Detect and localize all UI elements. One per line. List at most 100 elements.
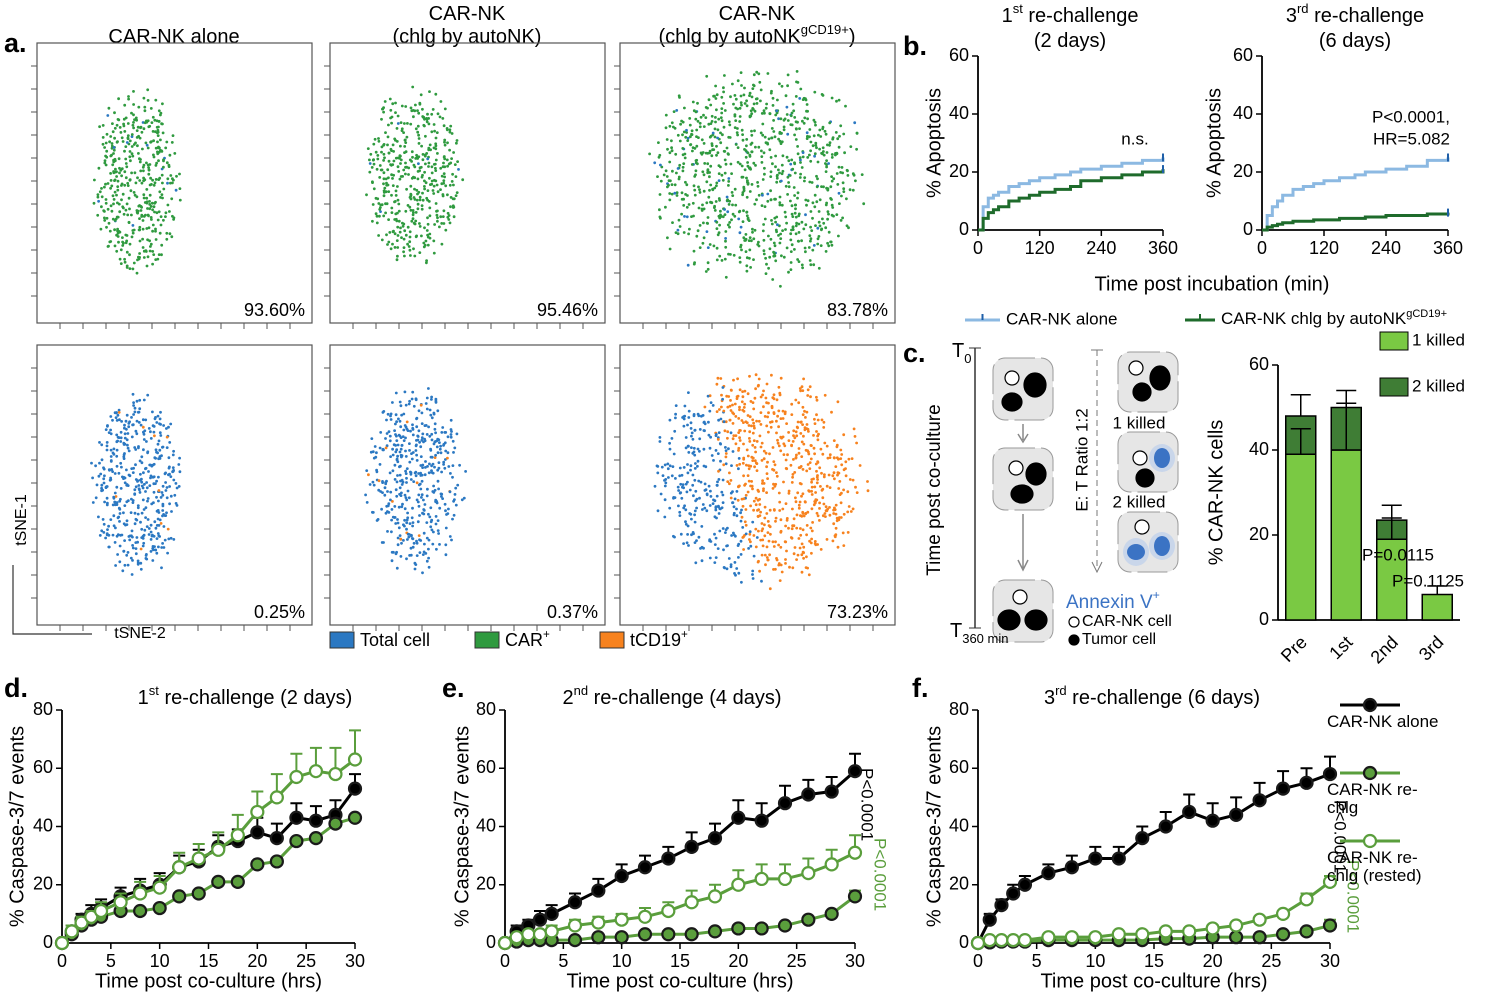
tsne-dot	[801, 166, 804, 169]
tsne-dot	[403, 255, 406, 258]
tsne-dot	[733, 254, 736, 257]
tsne-dot	[736, 514, 739, 517]
marker	[995, 934, 1007, 946]
step-label: 2 killed	[1113, 492, 1166, 511]
tsne-dot	[376, 168, 379, 171]
tsne-dot	[139, 126, 142, 129]
tsne-dot	[839, 449, 842, 452]
tsne-dot	[159, 232, 162, 235]
tsne-dot	[127, 564, 130, 567]
tsne-dot	[109, 518, 112, 521]
tsne-dot	[764, 506, 767, 509]
tsne-dot	[789, 163, 792, 166]
tsne-dot	[798, 260, 801, 263]
tsne-dot	[813, 244, 816, 247]
tsne-dot	[408, 442, 411, 445]
tsne-dot	[388, 160, 391, 163]
tsne-dot	[118, 472, 121, 475]
tsne-dot	[162, 166, 165, 169]
annotation: P=0.0115	[1362, 545, 1434, 564]
tsne-dot	[715, 108, 718, 111]
tsne-dot	[164, 514, 167, 517]
tsne-dot	[112, 152, 115, 155]
tsne-dot	[704, 465, 707, 468]
tsne-dot	[172, 470, 175, 473]
tsne-dot	[425, 424, 428, 427]
tsne-dot	[380, 151, 383, 154]
tsne-dot	[763, 457, 766, 460]
tsne-dot	[796, 121, 799, 124]
tsne-dot	[784, 540, 787, 543]
tsne-dot	[799, 387, 802, 390]
tsne-dot	[407, 429, 410, 432]
tsne-dot	[392, 230, 395, 233]
tsne-dot	[657, 141, 660, 144]
tsne-dot	[162, 424, 165, 427]
tsne-dot	[685, 483, 688, 486]
tsne-dot	[121, 205, 124, 208]
tsne-dot	[799, 534, 802, 537]
tsne-dot	[149, 177, 152, 180]
tsne-dot	[669, 448, 672, 451]
tsne-dot	[442, 193, 445, 196]
tsne-dot	[116, 189, 119, 192]
tsne-dot	[716, 495, 719, 498]
tsne-dot	[687, 416, 690, 419]
tsne-dot	[422, 158, 425, 161]
tsne-dot	[684, 157, 687, 160]
tsne-dot	[689, 143, 692, 146]
percentage: 95.46%	[537, 300, 598, 320]
tsne-dot	[778, 501, 781, 504]
tsne-dot	[779, 546, 782, 549]
tsne-dot	[158, 190, 161, 193]
sub-part: 0	[964, 351, 971, 366]
tsne-dot	[389, 435, 392, 438]
tsne-dot	[667, 184, 670, 187]
tsne-dot	[710, 154, 713, 157]
marker	[173, 890, 185, 902]
tsne-dot	[743, 430, 746, 433]
tsne-dot	[729, 399, 732, 402]
tsne-dot	[421, 208, 424, 211]
tsne-dot	[774, 483, 777, 486]
tsne-dot	[774, 114, 777, 117]
tsne-dot	[429, 414, 432, 417]
y-tick-label: 20	[1249, 524, 1269, 544]
tsne-dot	[805, 110, 808, 113]
tsne-dot	[752, 577, 755, 580]
tsne-dot	[810, 237, 813, 240]
tsne-dot	[693, 513, 696, 516]
tsne-dot	[718, 478, 721, 481]
tsne-dot	[749, 155, 752, 158]
tsne-dot	[411, 507, 414, 510]
tsne-dot	[107, 525, 110, 528]
tsne-dot	[734, 119, 737, 122]
tsne-dot	[808, 181, 811, 184]
tsne-dot	[380, 508, 383, 511]
tsne-dot	[716, 481, 719, 484]
tsne-dot	[783, 256, 786, 259]
tsne-dot	[136, 400, 139, 403]
tsne-dot	[382, 159, 385, 162]
x-tick-label: 25	[787, 951, 807, 971]
tsne-dot	[432, 485, 435, 488]
tsne-dot	[126, 182, 129, 185]
tsne-dot	[752, 457, 755, 460]
tsne-dot	[802, 492, 805, 495]
tsne-dot	[98, 441, 101, 444]
tsne-dot	[431, 439, 434, 442]
post-part: re-challenge (4 days)	[588, 687, 781, 709]
tsne-dot	[659, 440, 662, 443]
tsne-dot	[130, 498, 133, 501]
tsne-dot	[658, 208, 661, 211]
tsne-dot	[736, 377, 739, 380]
tsne-dot	[147, 255, 150, 258]
tsne-dot	[411, 458, 414, 461]
tsne-dot	[818, 129, 821, 132]
tsne-dot	[771, 396, 774, 399]
tsne-dot	[390, 194, 393, 197]
tsne-dot	[767, 72, 770, 75]
tsne-dot	[745, 99, 748, 102]
tsne-dot	[772, 104, 775, 107]
tsne-dot	[376, 215, 379, 218]
